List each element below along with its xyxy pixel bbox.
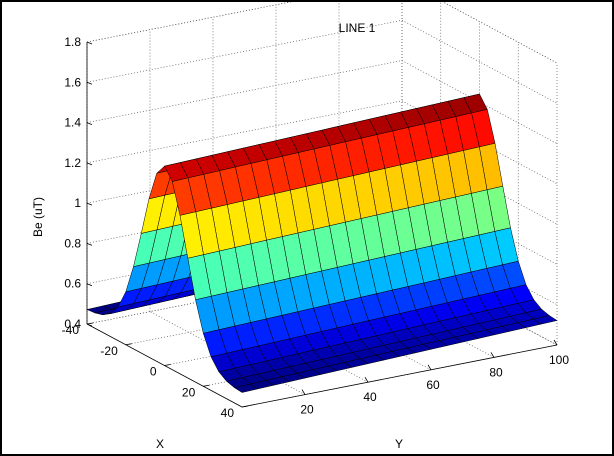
x-tick xyxy=(125,343,132,346)
z-tick-label: 1.6 xyxy=(64,75,81,89)
grid-line xyxy=(86,60,403,123)
z-tick xyxy=(86,323,93,327)
z-tick xyxy=(86,243,93,246)
x-tick-label: 40 xyxy=(221,406,235,420)
x-tick-label: 20 xyxy=(182,385,196,399)
x-tick xyxy=(203,384,210,387)
y-tick-label: 80 xyxy=(489,365,503,379)
x-tick xyxy=(86,322,94,325)
z-tick-label: 1.4 xyxy=(64,116,81,130)
z-tick xyxy=(86,41,93,45)
z-tick-label: 1.2 xyxy=(64,156,81,170)
z-axis-label: Be (uT) xyxy=(31,197,45,237)
y-tick xyxy=(553,339,558,346)
y-tick xyxy=(301,389,306,395)
grid-line xyxy=(401,19,558,104)
y-tick-label: 40 xyxy=(363,390,377,404)
z-tick xyxy=(86,122,93,125)
z-tick xyxy=(86,81,93,85)
z-tick-label: 1.8 xyxy=(64,35,81,49)
z-tick-label: 1 xyxy=(74,196,81,210)
x-axis-label: X xyxy=(156,437,164,451)
x-tick-label: -40 xyxy=(62,323,80,337)
y-tick xyxy=(427,364,432,371)
axes-layer: 0.4 0.6 0.8 1 1.2 1.4 1.6 1.8 -40 -20 0 20 40 20 40 60 8… xyxy=(62,35,570,420)
y-axis-label: Y xyxy=(395,437,403,451)
z-tick xyxy=(86,162,93,166)
grid-line xyxy=(86,100,403,164)
x-tick xyxy=(164,364,171,366)
box-edge xyxy=(442,2,558,64)
surface-layer xyxy=(86,93,558,393)
surface-patch xyxy=(233,383,259,393)
y-tick-label: 100 xyxy=(549,353,569,367)
y-tick-label: 60 xyxy=(426,378,440,392)
y-tick-label: 20 xyxy=(300,403,314,417)
x-tick-label: -20 xyxy=(100,344,118,358)
y-tick xyxy=(490,352,495,358)
y-axis-line xyxy=(241,344,558,408)
y-tick xyxy=(364,376,369,383)
chart-title: LINE 1 xyxy=(339,21,376,35)
x-tick xyxy=(241,405,249,408)
z-tick-label: 0.6 xyxy=(64,277,81,291)
z-tick-label: 0.4 xyxy=(64,317,81,331)
z-tick-label: 0.8 xyxy=(64,236,81,250)
z-tick xyxy=(86,283,93,287)
grid-line xyxy=(86,19,403,83)
z-tick xyxy=(86,202,93,206)
x-tick-label: 0 xyxy=(150,365,157,379)
